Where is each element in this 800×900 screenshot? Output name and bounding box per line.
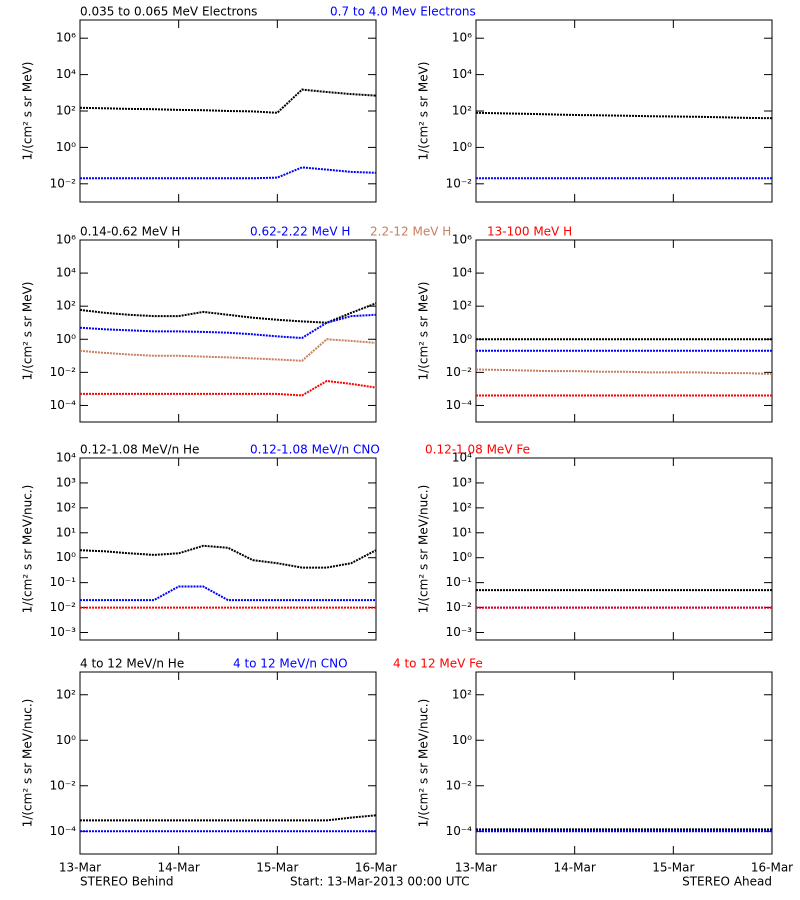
series-line — [80, 585, 376, 602]
plot-frame — [475, 239, 773, 423]
x-tick-label: 15-Mar — [652, 861, 694, 875]
legend-entry: 13-100 MeV H — [487, 225, 572, 239]
y-tick-label: 10⁻⁴ — [50, 824, 77, 838]
series-line — [79, 302, 377, 324]
legend-entry: 4 to 12 MeV/n CNO — [233, 657, 348, 671]
x-tick-label: 16-Mar — [751, 861, 793, 875]
y-tick-label: 10⁻² — [446, 778, 473, 792]
y-tick-label: 10⁶ — [452, 31, 472, 45]
plot-frame — [475, 19, 773, 203]
y-axis-label: 1/(cm² s sr MeV) — [417, 62, 431, 161]
x-tick-label: 14-Mar — [554, 861, 596, 875]
plot-frame — [79, 239, 377, 423]
y-tick-label: 10⁻² — [446, 176, 473, 190]
y-tick-label: 10² — [452, 299, 472, 313]
y-tick-label: 10⁻² — [446, 600, 473, 614]
y-tick-label: 10² — [452, 687, 472, 701]
footer-center: Start: 13-Mar-2013 00:00 UTC — [290, 875, 470, 889]
y-tick-label: 10⁰ — [56, 733, 76, 747]
y-tick-label: 10² — [452, 104, 472, 118]
y-tick-label: 10⁶ — [56, 233, 76, 247]
legend-entry: 4 to 12 MeV Fe — [393, 657, 483, 671]
legend-entry: 4 to 12 MeV/n He — [80, 657, 184, 671]
y-tick-label: 10⁶ — [56, 31, 76, 45]
y-tick-label: 10³ — [56, 475, 76, 489]
y-tick-label: 10⁰ — [452, 140, 472, 154]
y-tick-label: 10⁻² — [50, 365, 77, 379]
y-tick-label: 10⁴ — [452, 266, 472, 280]
y-tick-label: 10⁴ — [56, 266, 76, 280]
y-tick-label: 10⁴ — [452, 451, 472, 465]
series-line — [79, 313, 377, 340]
series-line — [79, 338, 377, 362]
y-tick-label: 10⁴ — [452, 67, 472, 81]
legend-entry: 0.12-1.08 MeV/n He — [80, 443, 199, 457]
legend-entry: 0.14-0.62 MeV H — [80, 225, 180, 239]
y-tick-label: 10⁻¹ — [50, 575, 77, 589]
x-tick-label: 13-Mar — [59, 861, 101, 875]
series-line — [475, 368, 773, 375]
y-tick-label: 10⁰ — [452, 550, 472, 564]
footer-right: STEREO Ahead — [682, 875, 772, 889]
y-tick-label: 10² — [56, 500, 76, 514]
y-axis-label: 1/(cm² s sr MeV/nuc.) — [417, 699, 431, 828]
x-tick-label: 16-Mar — [355, 861, 397, 875]
y-tick-label: 10⁴ — [56, 67, 76, 81]
y-tick-label: 10⁶ — [452, 233, 472, 247]
y-tick-label: 10⁴ — [56, 451, 76, 465]
y-axis-label: 1/(cm² s sr MeV) — [21, 282, 35, 381]
footer-left: STEREO Behind — [80, 875, 174, 889]
y-axis-label: 1/(cm² s sr MeV) — [417, 282, 431, 381]
legend-entry: 0.7 to 4.0 Mev Electrons — [330, 5, 476, 19]
y-tick-label: 10⁰ — [56, 332, 76, 346]
x-tick-label: 13-Mar — [455, 861, 497, 875]
y-tick-label: 10² — [452, 500, 472, 514]
plot-frame — [475, 457, 773, 641]
y-tick-label: 10⁰ — [452, 332, 472, 346]
y-axis-label: 1/(cm² s sr MeV/nuc.) — [21, 699, 35, 828]
y-tick-label: 10⁻³ — [50, 625, 77, 639]
y-tick-label: 10¹ — [452, 525, 472, 539]
plot-frame — [79, 671, 377, 855]
y-tick-label: 10⁻³ — [446, 625, 473, 639]
y-tick-label: 10² — [56, 104, 76, 118]
legend-entry: 0.12-1.08 MeV Fe — [425, 443, 530, 457]
y-tick-label: 10⁰ — [56, 140, 76, 154]
legend-entry: 0.035 to 0.065 MeV Electrons — [80, 5, 257, 19]
y-tick-label: 10⁻⁴ — [446, 398, 473, 412]
series-line — [80, 379, 377, 397]
legend-entry: 0.12-1.08 MeV/n CNO — [250, 443, 380, 457]
y-tick-label: 10⁰ — [56, 550, 76, 564]
series-line — [80, 814, 377, 822]
y-axis-label: 1/(cm² s sr MeV/nuc.) — [417, 485, 431, 614]
legend-entry: 0.62-2.22 MeV H — [250, 225, 350, 239]
plot-frame — [475, 671, 773, 855]
x-tick-label: 15-Mar — [256, 861, 298, 875]
y-tick-label: 10⁻² — [50, 176, 77, 190]
y-tick-label: 10¹ — [56, 525, 76, 539]
y-axis-label: 1/(cm² s sr MeV/nuc.) — [21, 485, 35, 614]
y-tick-label: 10⁻¹ — [446, 575, 473, 589]
series-line — [79, 88, 377, 114]
y-tick-label: 10⁻² — [50, 778, 77, 792]
series-line — [80, 166, 377, 180]
y-axis-label: 1/(cm² s sr MeV) — [21, 62, 35, 161]
y-tick-label: 10² — [56, 687, 76, 701]
y-tick-label: 10² — [56, 299, 76, 313]
y-tick-label: 10⁻² — [446, 365, 473, 379]
y-tick-label: 10⁰ — [452, 733, 472, 747]
y-tick-label: 10⁻⁴ — [446, 824, 473, 838]
y-tick-label: 10³ — [452, 475, 472, 489]
x-tick-label: 14-Mar — [158, 861, 200, 875]
plot-frame — [79, 457, 377, 641]
y-tick-label: 10⁻² — [50, 600, 77, 614]
y-tick-label: 10⁻⁴ — [50, 398, 77, 412]
legend-entry: 2.2-12 MeV H — [370, 225, 451, 239]
series-line — [475, 111, 773, 120]
series-line — [79, 544, 377, 569]
